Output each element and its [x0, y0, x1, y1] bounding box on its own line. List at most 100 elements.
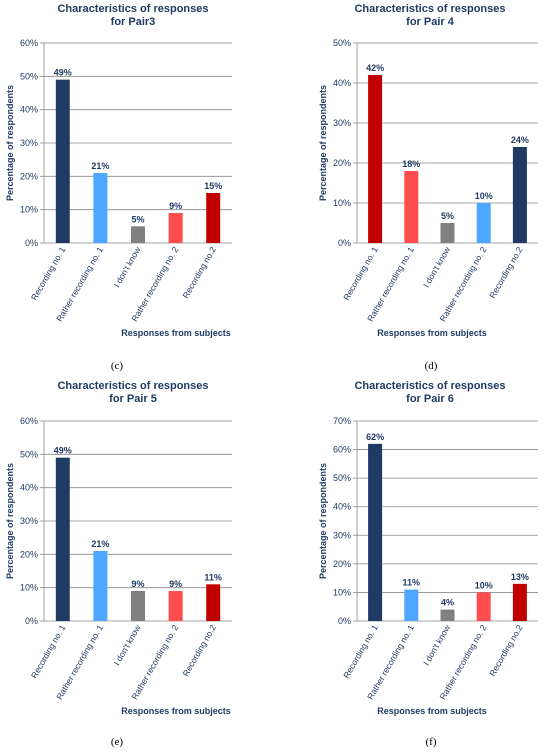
data-label: 15% [204, 181, 222, 191]
panel-caption: (c) [111, 360, 124, 372]
y-tick-label: 0% [25, 616, 38, 626]
y-tick-label: 50% [333, 38, 351, 48]
y-tick-label: 0% [338, 238, 351, 248]
y-tick-label: 20% [333, 559, 351, 569]
data-label: 9% [169, 201, 182, 211]
category-label: I don't know [421, 622, 453, 667]
chart-panel: Characteristics of responses for Pair3 0% 1… [5, 3, 232, 372]
data-label: 49% [54, 68, 72, 78]
category-label: Recording no.2 [487, 623, 525, 678]
bar [440, 609, 455, 621]
bar [404, 171, 419, 243]
bar [512, 583, 527, 621]
bar [93, 551, 108, 621]
panel-caption: (d) [425, 360, 438, 372]
data-label: 10% [475, 580, 493, 590]
bar [131, 591, 145, 621]
data-label: 5% [131, 214, 144, 224]
data-label: 11% [204, 572, 222, 582]
y-tick-label: 30% [20, 138, 38, 148]
y-axis-label: Percentage of respondents [5, 463, 15, 579]
x-axis-label: Responses from subjects [121, 706, 231, 716]
category-label: I don't know [112, 244, 144, 289]
data-label: 9% [131, 579, 144, 589]
y-tick-label: 60% [333, 445, 351, 455]
bar [368, 443, 383, 621]
chart-title: Characteristics of responses for Pair 4 [354, 3, 505, 28]
y-axis-label: Percentage of respondents [318, 85, 328, 201]
category-label: Recording no. 1 [341, 623, 380, 680]
category-label: Recording no. 1 [29, 623, 68, 680]
data-label: 24% [511, 135, 529, 145]
data-label: 49% [54, 446, 72, 456]
category-label: I don't know [421, 244, 453, 289]
y-tick-label: 10% [20, 583, 38, 593]
data-label: 11% [403, 578, 421, 588]
y-tick-label: 10% [333, 587, 351, 597]
chart-panel: Characteristics of responses for Pair 4 0%… [318, 3, 538, 372]
bar [168, 213, 183, 243]
bar [206, 193, 221, 243]
bar [168, 591, 183, 621]
bar [476, 592, 491, 621]
y-tick-label: 70% [333, 416, 351, 426]
panel-caption: (f) [426, 736, 437, 748]
y-tick-label: 30% [20, 516, 38, 526]
y-tick-label: 20% [333, 158, 351, 168]
bar [476, 203, 491, 243]
bar [440, 223, 455, 243]
y-tick-label: 10% [20, 205, 38, 215]
data-label: 62% [366, 432, 384, 442]
data-label: 9% [169, 579, 182, 589]
bar [93, 173, 108, 243]
category-label: Recording no.2 [180, 245, 218, 300]
y-tick-label: 20% [20, 549, 38, 559]
bar [131, 226, 145, 243]
y-tick-label: 60% [20, 38, 38, 48]
y-tick-label: 40% [333, 78, 351, 88]
bar [368, 75, 383, 243]
category-label: Recording no. 1 [341, 245, 380, 302]
y-tick-label: 50% [20, 449, 38, 459]
y-tick-label: 50% [333, 473, 351, 483]
y-tick-label: 40% [20, 483, 38, 493]
panel-caption: (e) [111, 736, 124, 748]
y-tick-label: 20% [20, 171, 38, 181]
data-label: 10% [475, 191, 493, 201]
bar [512, 147, 527, 243]
data-label: 5% [441, 211, 454, 221]
y-tick-label: 0% [338, 616, 351, 626]
y-tick-label: 0% [25, 238, 38, 248]
category-label: Recording no. 1 [29, 245, 68, 302]
category-label: Recording no.2 [487, 245, 525, 300]
bar [55, 457, 70, 621]
data-label: 18% [402, 159, 420, 169]
chart-panel: Characteristics of responses for Pair 6 0%… [318, 380, 538, 748]
data-label: 21% [91, 539, 109, 549]
y-axis-label: Percentage of respondents [5, 85, 15, 201]
chart-title: Characteristics of responses for Pair 6 [354, 380, 505, 405]
data-label: 13% [511, 572, 529, 582]
x-axis-label: Responses from subjects [377, 328, 487, 338]
bar [404, 589, 419, 621]
y-tick-label: 10% [333, 198, 351, 208]
bar [55, 79, 70, 244]
x-axis-label: Responses from subjects [121, 328, 231, 338]
data-label: 42% [366, 63, 384, 73]
bar [206, 584, 221, 621]
y-axis-label: Percentage of respondents [318, 463, 328, 579]
category-label: I don't know [112, 622, 144, 667]
chart-title: Characteristics of responses for Pair3 [57, 3, 208, 28]
x-axis-label: Responses from subjects [377, 706, 487, 716]
chart-panel: Characteristics of responses for Pair 5 0%… [5, 380, 232, 748]
y-tick-label: 40% [333, 502, 351, 512]
data-label: 4% [441, 598, 454, 608]
data-label: 21% [91, 161, 109, 171]
y-tick-label: 40% [20, 105, 38, 115]
y-tick-label: 30% [333, 118, 351, 128]
category-label: Recording no.2 [180, 623, 218, 678]
y-tick-label: 60% [20, 416, 38, 426]
y-tick-label: 50% [20, 71, 38, 81]
y-tick-label: 30% [333, 530, 351, 540]
